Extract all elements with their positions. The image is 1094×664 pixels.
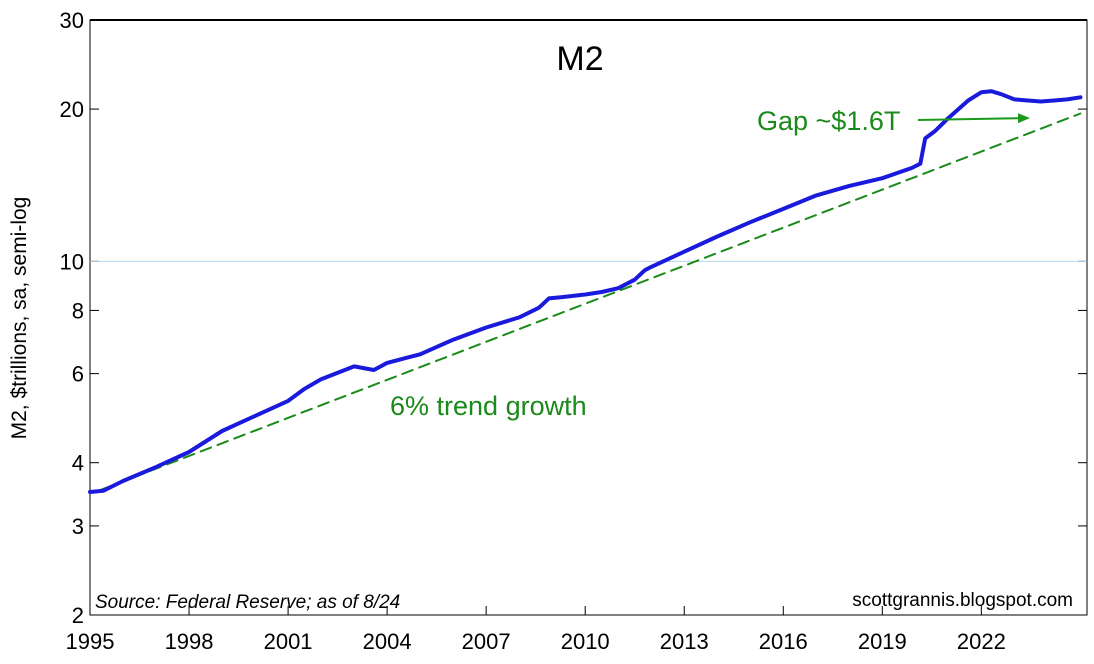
- x-tick-label: 2007: [462, 629, 511, 654]
- y-tick-label: 6: [72, 362, 84, 387]
- x-tick-label: 2022: [957, 629, 1006, 654]
- y-tick-label: 8: [72, 298, 84, 323]
- gap-label: Gap ~$1.6T: [757, 106, 900, 136]
- y-tick-label: 4: [72, 451, 84, 476]
- y-axis-label: M2, $trillions, sa, semi-log: [8, 197, 31, 440]
- x-tick-label: 1995: [66, 629, 115, 654]
- y-tick-label: 2: [72, 603, 84, 628]
- x-tick-label: 1998: [165, 629, 214, 654]
- x-tick-label: 2019: [858, 629, 907, 654]
- gap-arrow: [917, 113, 1030, 124]
- source-note: Source: Federal Reserve; as of 8/24: [95, 592, 400, 613]
- chart-title: M2: [556, 40, 603, 78]
- y-tick-label: 10: [60, 249, 84, 274]
- trend-series-line: [98, 112, 1082, 492]
- x-tick-label: 2010: [561, 629, 610, 654]
- x-tick-label: 2004: [363, 629, 412, 654]
- site-credit: scottgrannis.blogspot.com: [852, 590, 1073, 611]
- y-tick-label: 20: [60, 97, 84, 122]
- x-tick-label: 2001: [264, 629, 313, 654]
- y-tick-label: 30: [60, 8, 84, 33]
- x-tick-label: 2016: [759, 629, 808, 654]
- plot-frame: [89, 19, 1088, 616]
- trend-growth-label: 6% trend growth: [390, 391, 587, 421]
- y-tick-label: 3: [72, 514, 84, 539]
- x-tick-label: 2013: [660, 629, 709, 654]
- m2-series-line: [88, 89, 1083, 494]
